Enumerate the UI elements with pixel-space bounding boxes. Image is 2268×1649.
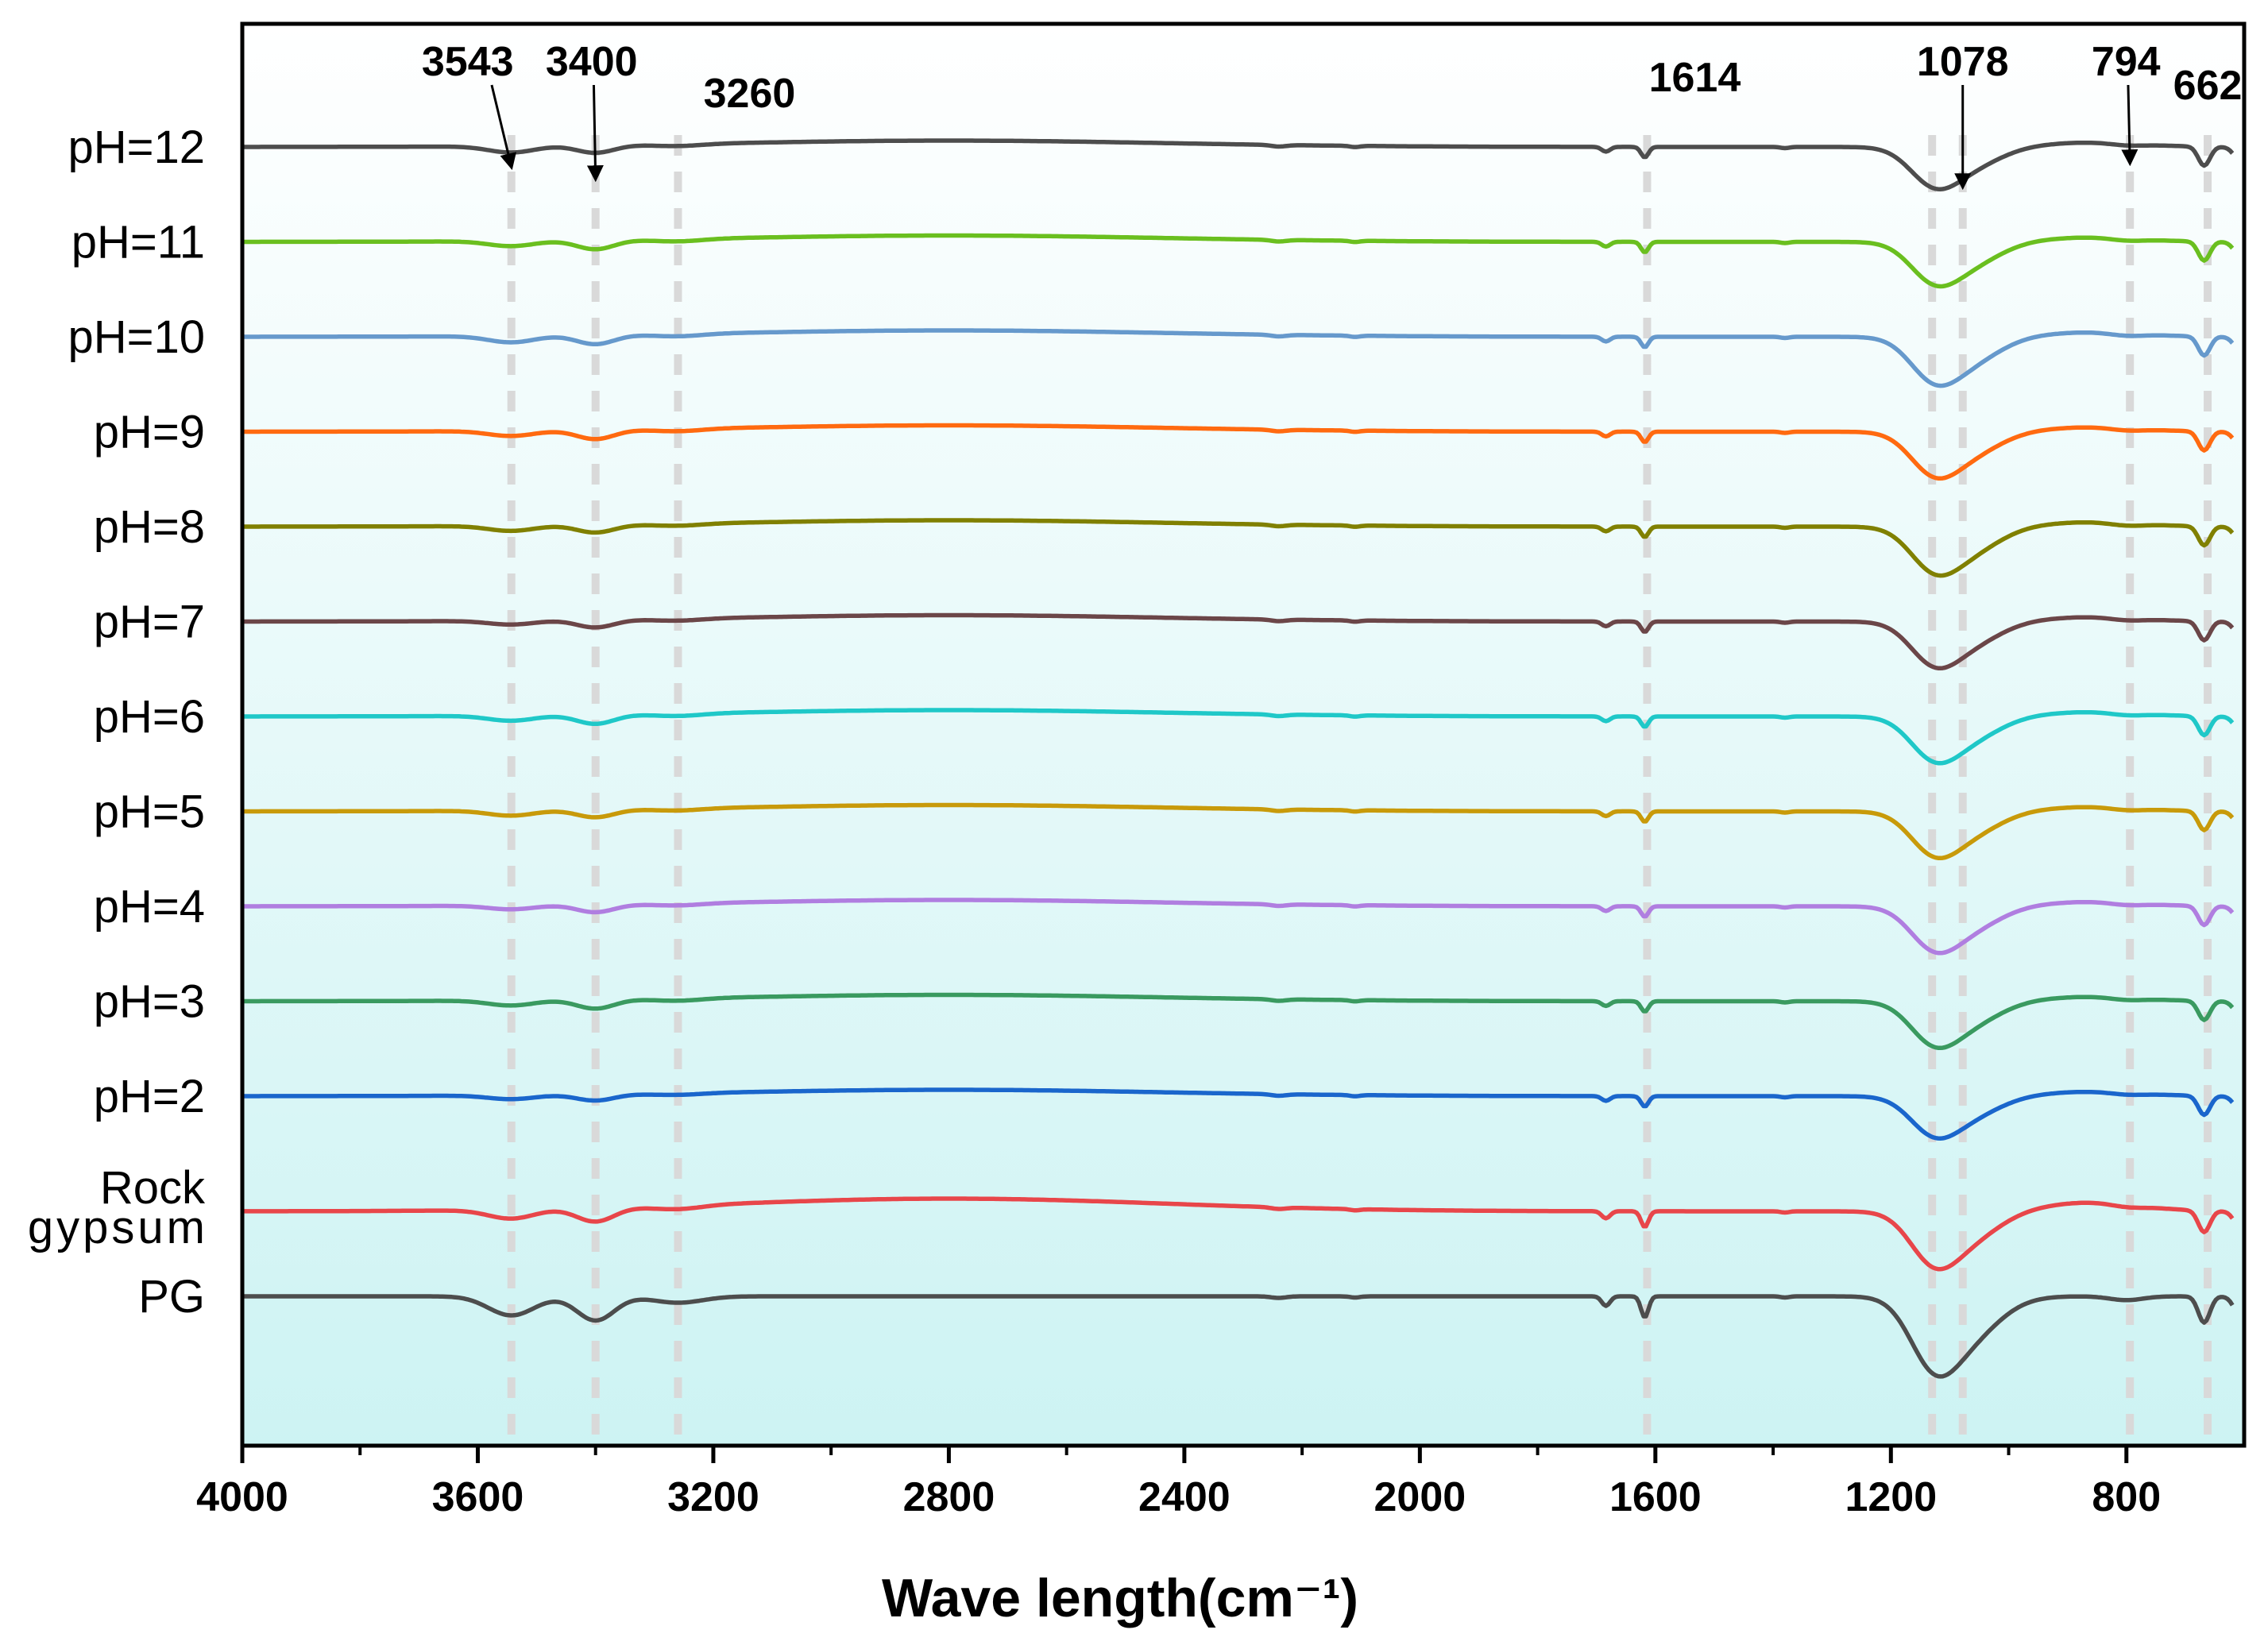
x-tick-label: 2000 xyxy=(1374,1474,1466,1520)
series-label: pH=12 xyxy=(68,122,205,173)
series-label: PG xyxy=(138,1271,205,1323)
series-line xyxy=(242,233,2235,289)
x-axis-title: Wave length(cm⁻¹) xyxy=(882,1568,1358,1628)
x-tick-label: 3200 xyxy=(667,1474,759,1520)
peak-arrow-3400 xyxy=(586,84,604,183)
series-label: pH=3 xyxy=(94,976,205,1028)
peak-label-3543: 3543 xyxy=(422,39,514,85)
series-line xyxy=(242,518,2235,578)
x-tick-label: 1600 xyxy=(1609,1474,1702,1520)
series-label: pH=11 xyxy=(71,217,205,268)
series-label: pH=5 xyxy=(94,786,205,838)
series-line xyxy=(242,802,2235,861)
series-line xyxy=(242,612,2235,671)
plot-background xyxy=(242,24,2244,1446)
series-label: pH=6 xyxy=(94,691,205,743)
spectra-series xyxy=(242,138,2235,1379)
series-line xyxy=(242,328,2235,388)
series-labels: pH=12 pH=11 pH=10 pH=9 pH=8 pH=7 pH=6 pH=5 pH=4 p… xyxy=(28,122,208,1323)
series-line xyxy=(242,708,2235,766)
series-label: pH=2 xyxy=(94,1071,205,1122)
peak-annotations: 3543 3400 3260 1614 1078 794 662 xyxy=(422,39,2243,191)
series-line xyxy=(242,423,2235,481)
peak-label-794: 794 xyxy=(2092,39,2161,85)
plot-frame xyxy=(240,21,2247,1448)
series-line xyxy=(242,138,2235,191)
series-line xyxy=(242,992,2235,1051)
series-label: pH=8 xyxy=(94,501,205,553)
series-line xyxy=(242,1294,2235,1379)
x-tick-label: 2800 xyxy=(903,1474,995,1520)
x-axis: 4000 3600 3200 2800 2400 2000 1600 1200 800 xyxy=(196,1446,2161,1520)
x-tick-label: 3600 xyxy=(432,1474,524,1520)
series-line xyxy=(242,1087,2235,1141)
series-line xyxy=(242,1196,2235,1272)
peak-arrow-3543 xyxy=(490,84,517,171)
peak-arrow-794 xyxy=(2121,84,2139,167)
series-label: pH=4 xyxy=(94,881,205,933)
peak-label-1614: 1614 xyxy=(1649,55,1741,101)
x-tick-label: 4000 xyxy=(196,1474,288,1520)
x-tick-label: 1200 xyxy=(1845,1474,1937,1520)
peak-label-1078: 1078 xyxy=(1917,39,2009,85)
series-label: gypsum xyxy=(28,1202,208,1253)
x-tick-label: 2400 xyxy=(1138,1474,1231,1520)
peak-label-3260: 3260 xyxy=(704,71,796,117)
x-tick-label: 800 xyxy=(2092,1474,2161,1520)
peak-label-3400: 3400 xyxy=(546,39,638,85)
series-line xyxy=(242,898,2235,956)
series-label: Rock xyxy=(100,1162,206,1214)
series-label: pH=9 xyxy=(94,407,205,458)
series-label: pH=7 xyxy=(94,597,205,648)
series-label: pH=10 xyxy=(68,311,205,363)
peak-label-662: 662 xyxy=(2173,63,2243,109)
